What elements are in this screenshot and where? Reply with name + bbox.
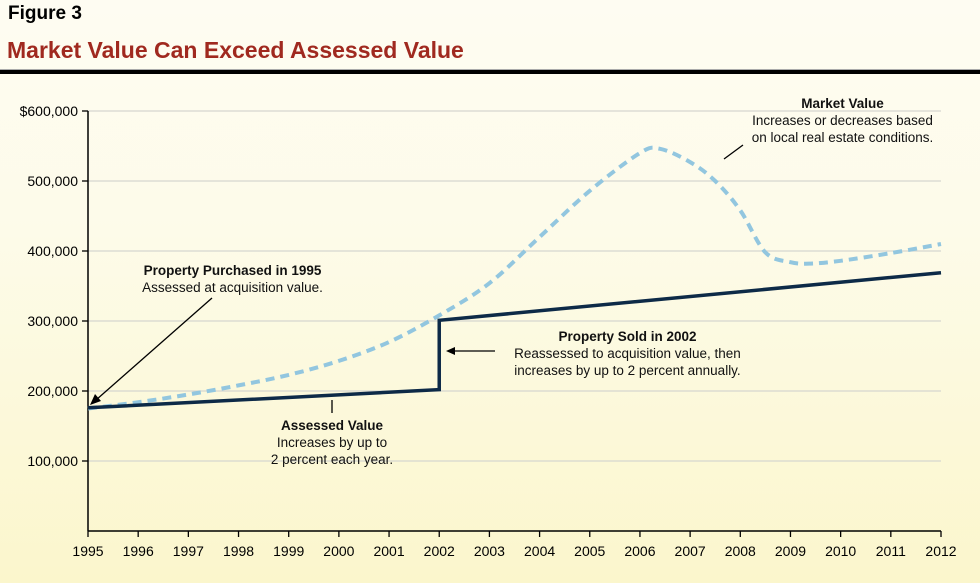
title-rule-thin (0, 69, 980, 70)
annotation-line: Increases or decreases based (752, 113, 933, 128)
x-tick-label: 2008 (725, 543, 756, 559)
y-tick-label: 500,000 (27, 173, 78, 189)
x-tick-label: 2006 (624, 543, 655, 559)
annotation-market-value: Market Value Increases or decreases base… (735, 95, 950, 146)
annotation-line: on local real estate conditions. (751, 130, 934, 145)
x-tick-label: 1996 (123, 543, 154, 559)
annotation-title: Market Value (801, 96, 884, 111)
y-tick-label: 100,000 (27, 453, 78, 469)
x-tick-label: 2010 (825, 543, 856, 559)
x-tick-label: 2012 (925, 543, 956, 559)
x-tick-label: 2001 (373, 543, 404, 559)
annotation-title: Property Purchased in 1995 (143, 263, 322, 278)
annotation-line: 2 percent each year. (270, 452, 394, 467)
series-assessed-value (87, 270, 942, 410)
figure-label: Figure 3 (8, 3, 82, 24)
annotation-line: increases by up to 2 percent annually. (514, 363, 741, 378)
title-rule (0, 70, 980, 74)
series-market-value (87, 145, 942, 411)
x-tick-label: 1997 (173, 543, 204, 559)
x-tick-label: 1995 (72, 543, 103, 559)
x-tick-label: 2003 (474, 543, 505, 559)
x-tick-label: 2009 (775, 543, 806, 559)
y-tick-label: 300,000 (27, 313, 78, 329)
y-tick-label: 400,000 (27, 243, 78, 259)
x-tick-label: 1998 (223, 543, 254, 559)
annotation-assessed-value: Assessed Value Increases by up to 2 perc… (252, 417, 412, 468)
annotation-line: Reassessed to acquisition value, then (514, 346, 741, 361)
x-tick-label: 2004 (524, 543, 555, 559)
purchase-arrow (95, 297, 213, 401)
x-tick-label: 2007 (675, 543, 706, 559)
annotation-line: Assessed at acquisition value. (142, 280, 323, 295)
x-tick-label: 2005 (574, 543, 605, 559)
annotation-title: Assessed Value (280, 418, 384, 433)
x-tick-label: 2000 (323, 543, 354, 559)
annotation-purchased: Property Purchased in 1995 Assessed at a… (120, 262, 345, 296)
annotation-sold: Property Sold in 2002 Reassessed to acqu… (495, 328, 760, 379)
y-tick-label: 200,000 (27, 383, 78, 399)
annotation-title: Property Sold in 2002 (558, 329, 697, 344)
x-tick-label: 2011 (876, 543, 906, 559)
x-tick-label: 1999 (273, 543, 304, 559)
annotation-line: Increases by up to (276, 435, 388, 450)
y-tick-label: $600,000 (20, 103, 79, 119)
chart-title: Market Value Can Exceed Assessed Value (7, 37, 464, 63)
sold-arrowhead (446, 347, 455, 355)
purchase-arrowhead (90, 394, 101, 405)
x-tick-label: 2002 (424, 543, 455, 559)
market-callout-line (723, 144, 744, 160)
